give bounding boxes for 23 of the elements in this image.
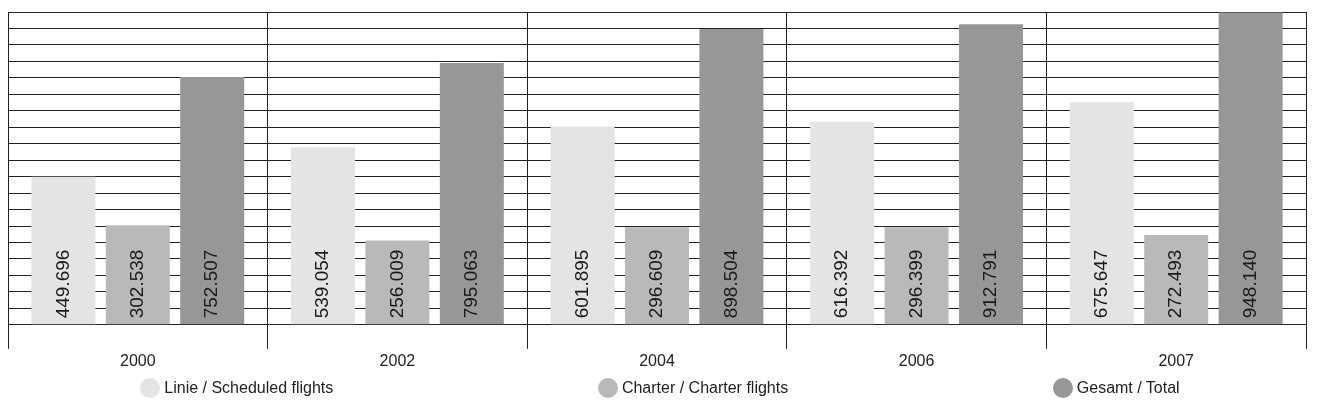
data-label: 898.504 (719, 249, 741, 319)
data-label: 272.493 (1164, 249, 1186, 319)
data-label: 256.009 (385, 249, 407, 319)
data-label: 539.054 (311, 249, 333, 319)
data-label: 912.791 (979, 249, 1001, 319)
data-label: 752.507 (200, 249, 222, 319)
legend-label: Gesamt / Total (1076, 379, 1180, 397)
legend-label: Charter / Charter flights (621, 379, 789, 397)
data-label: 449.696 (51, 249, 73, 319)
data-label: 601.895 (570, 249, 592, 319)
data-label: 795.063 (460, 249, 482, 319)
data-label: 616.392 (830, 249, 852, 319)
legend-label: Linie / Scheduled flights (164, 379, 334, 397)
x-tick-label: 2000 (120, 351, 156, 369)
data-label: 296.399 (904, 249, 926, 319)
data-label: 302.538 (126, 249, 148, 319)
x-tick-label: 2007 (1158, 351, 1195, 369)
x-tick-label: 2006 (898, 351, 935, 369)
data-label: 296.609 (645, 249, 667, 319)
data-label: 948.140 (1238, 249, 1260, 319)
x-tick-label: 2004 (639, 351, 675, 369)
data-label: 675.647 (1090, 249, 1112, 319)
x-tick-label: 2002 (379, 351, 416, 369)
